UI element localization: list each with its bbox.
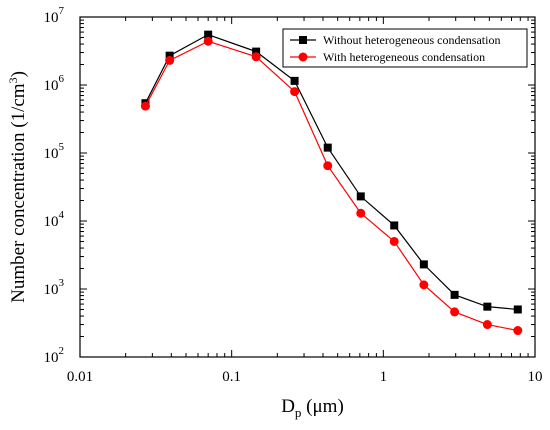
y-tick-base: 10 <box>44 350 59 366</box>
data-point-square <box>419 260 428 269</box>
y-tick-label: 105 <box>44 141 65 162</box>
data-point-square <box>252 47 261 56</box>
legend: Without heterogeneous condensation With h… <box>282 28 528 68</box>
y-tick-label: 103 <box>44 277 65 298</box>
legend-marker-circle <box>298 52 308 62</box>
series-2 <box>140 36 523 336</box>
data-point-square <box>356 192 365 201</box>
data-point-square <box>204 30 213 39</box>
data-point-circle <box>323 161 333 171</box>
x-axis-label-sub: p <box>295 405 302 420</box>
data-point-circle <box>513 326 523 336</box>
data-point-square <box>323 143 332 152</box>
y-axis-label: Number concentration (1/cm3) <box>6 71 29 303</box>
y-tick-exponent: 5 <box>59 141 65 153</box>
x-tick-label: 10 <box>528 369 543 385</box>
data-point-circle <box>251 52 261 62</box>
series-line <box>144 40 518 332</box>
data-point-circle <box>165 55 175 65</box>
x-tick-label: 1 <box>380 369 388 385</box>
y-axis-label-main: Number concentration (1/cm <box>8 83 29 303</box>
data-point-circle <box>356 208 366 218</box>
data-point-square <box>483 302 492 311</box>
y-tick-label: 102 <box>44 345 65 366</box>
x-axis-label: Dp (μm) <box>281 396 344 420</box>
data-point-circle <box>290 87 300 97</box>
y-tick-base: 10 <box>44 214 59 230</box>
data-point-square <box>165 51 174 60</box>
plot-frame <box>79 16 536 358</box>
x-tick-label: 0.1 <box>222 369 241 385</box>
legend-label: Without heterogeneous condensation <box>323 33 500 47</box>
data-point-square <box>390 221 399 230</box>
data-point-square <box>450 290 459 299</box>
y-tick-base: 10 <box>44 146 59 162</box>
data-point-circle <box>450 307 460 317</box>
y-tick-exponent: 4 <box>59 209 65 221</box>
x-tick-label: 0.01 <box>67 369 93 385</box>
legend-marker-square <box>299 36 307 44</box>
data-point-square <box>513 305 522 314</box>
y-tick-base: 10 <box>44 78 59 94</box>
data-point-circle <box>203 36 213 46</box>
y-tick-exponent: 3 <box>59 277 65 289</box>
y-tick-base: 10 <box>44 10 59 26</box>
series-layer <box>140 30 523 336</box>
data-point-circle <box>389 236 399 246</box>
legend-entry: With heterogeneous condensation <box>290 50 485 64</box>
x-axis-title: Dp (μm) <box>281 396 344 420</box>
data-point-square <box>290 76 299 85</box>
legend-entry: Without heterogeneous condensation <box>290 33 500 47</box>
y-tick-exponent: 7 <box>59 5 65 17</box>
x-axis-label-main: D <box>281 396 295 417</box>
data-point-circle <box>482 320 492 330</box>
data-point-circle <box>140 101 150 111</box>
data-point-circle <box>419 280 429 290</box>
y-axis-label-end: ) <box>8 71 29 77</box>
legend-label: With heterogeneous condensation <box>323 50 485 64</box>
y-tick-label: 106 <box>44 73 65 94</box>
x-axis-label-unit: (μm) <box>301 396 343 417</box>
y-axis-label-sup: 3 <box>6 77 20 83</box>
y-tick-exponent: 2 <box>59 345 65 357</box>
y-tick-exponent: 6 <box>59 73 65 85</box>
legend-box <box>282 28 528 68</box>
y-tick-label: 104 <box>44 209 65 230</box>
y-axis-title: Number concentration (1/cm3) <box>6 71 29 303</box>
series-line <box>144 34 518 311</box>
y-tick-label: 107 <box>44 5 65 26</box>
y-tick-base: 10 <box>44 282 59 298</box>
